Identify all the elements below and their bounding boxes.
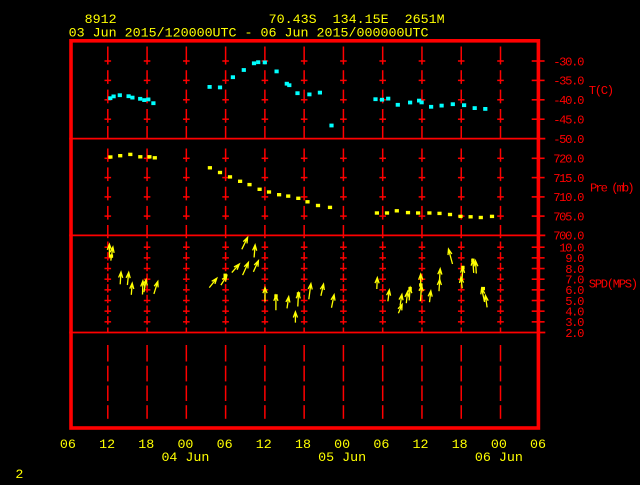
svg-text:3.0: 3.0 [565,316,584,330]
svg-text:T(C): T(C) [589,84,613,98]
svg-text:06: 06 [530,438,546,453]
svg-text:-50.0: -50.0 [553,133,584,147]
svg-text:18: 18 [452,438,468,453]
svg-text:00: 00 [491,438,507,453]
svg-text:6.0: 6.0 [565,284,584,298]
svg-text:5.0: 5.0 [565,295,584,309]
svg-text:4.0: 4.0 [565,305,584,319]
svg-text:06: 06 [60,438,76,453]
svg-text:05 Jun: 05 Jun [318,451,366,466]
svg-text:720.0: 720.0 [553,153,584,167]
svg-text:18: 18 [138,438,154,453]
svg-text:2.0: 2.0 [565,327,584,341]
svg-text:12: 12 [99,438,115,453]
svg-text:12: 12 [413,438,429,453]
svg-text:Pre (mb): Pre (mb) [590,182,633,196]
svg-text:8.0: 8.0 [565,263,584,277]
svg-text:00: 00 [334,438,350,453]
svg-text:8912: 8912 [85,13,117,28]
svg-text:06: 06 [373,438,389,453]
svg-text:70.43S: 70.43S [269,13,317,28]
svg-text:-35.0: -35.0 [553,75,584,89]
svg-text:10.0: 10.0 [559,242,584,256]
svg-text:18: 18 [295,438,311,453]
svg-text:-45.0: -45.0 [553,114,584,128]
svg-text:2: 2 [15,468,23,480]
svg-text:715.0: 715.0 [553,172,584,186]
svg-text:9.0: 9.0 [565,252,584,266]
svg-text:SPD(MPS): SPD(MPS) [589,277,637,291]
svg-text:03 Jun 2015/120000UTC - 06 Jun: 03 Jun 2015/120000UTC - 06 Jun 2015/0000… [69,27,429,42]
svg-text:04 Jun: 04 Jun [161,451,209,466]
svg-text:705.0: 705.0 [553,210,584,224]
svg-text:2651M: 2651M [405,13,445,28]
svg-text:-40.0: -40.0 [553,94,584,108]
svg-text:710.0: 710.0 [553,191,584,205]
svg-text:700.0: 700.0 [553,230,584,244]
svg-text:134.15E: 134.15E [333,13,389,28]
svg-text:00: 00 [177,438,193,453]
svg-text:12: 12 [256,438,272,453]
svg-text:7.0: 7.0 [565,273,584,287]
svg-text:-30.0: -30.0 [553,55,584,69]
svg-text:06 Jun: 06 Jun [475,451,523,466]
svg-text:06: 06 [217,438,233,453]
